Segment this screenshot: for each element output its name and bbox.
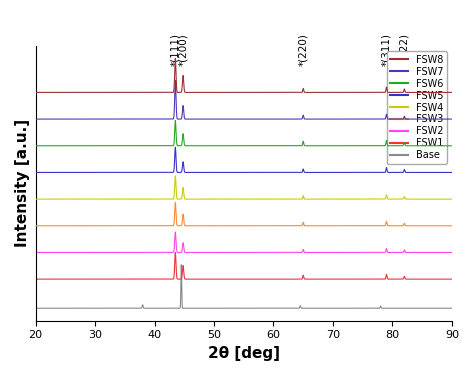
Legend: FSW8, FSW7, FSW6, FSW5, FSW4, FSW3, FSW2, FSW1, Base: FSW8, FSW7, FSW6, FSW5, FSW4, FSW3, FSW2… — [386, 51, 447, 164]
Text: *(220): *(220) — [298, 33, 308, 66]
Text: *(111): *(111) — [170, 33, 180, 66]
Y-axis label: Intensity [a.u.]: Intensity [a.u.] — [15, 119, 30, 247]
Text: *(222): *(222) — [400, 33, 410, 66]
X-axis label: 2θ [deg]: 2θ [deg] — [208, 346, 280, 361]
Text: *(311): *(311) — [382, 33, 392, 66]
Text: *(200): *(200) — [179, 33, 189, 66]
